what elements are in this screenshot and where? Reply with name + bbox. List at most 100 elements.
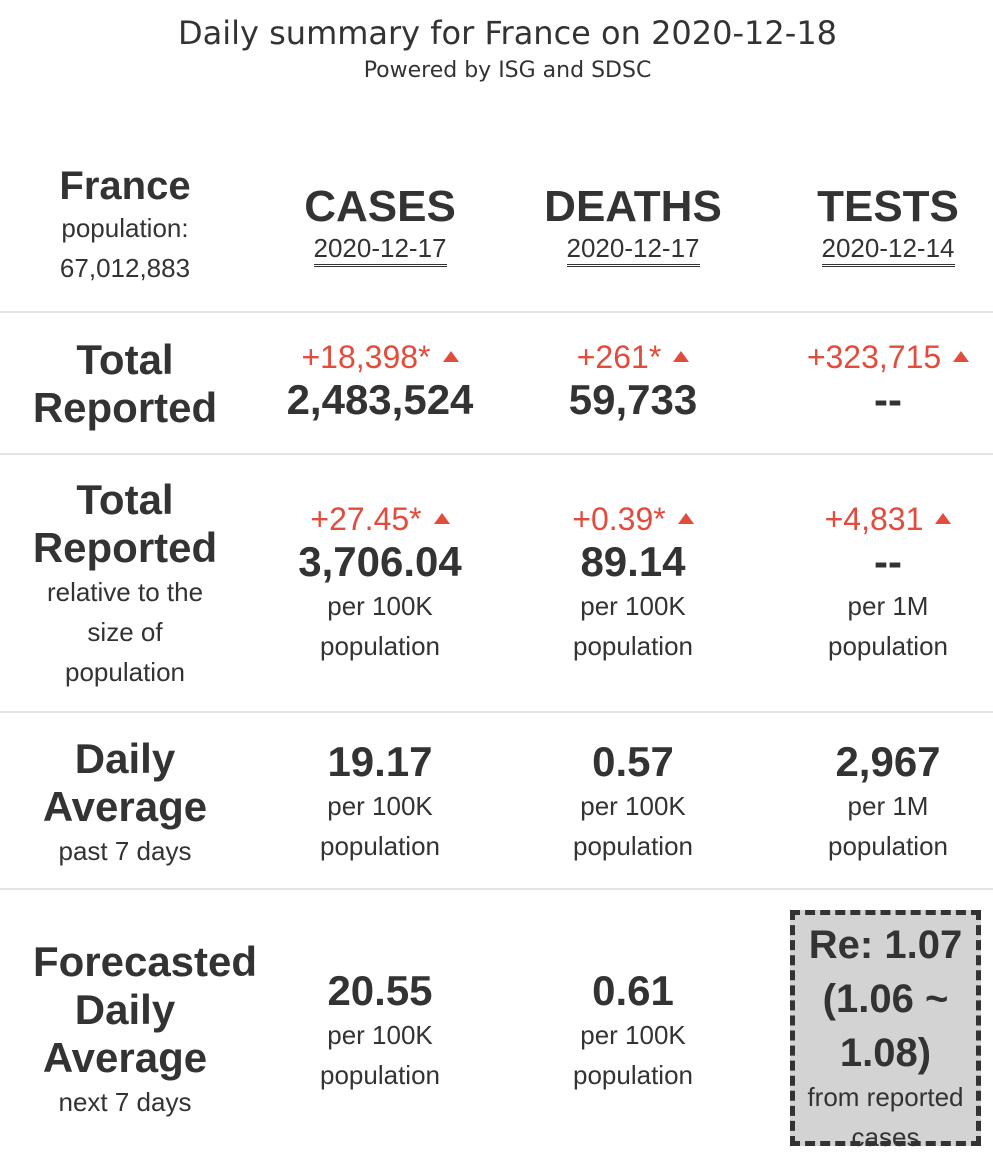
relative-value: 3,706.04: [298, 538, 462, 585]
change-text: +4,831: [824, 501, 924, 537]
row-sublabel: past 7 days: [58, 836, 192, 866]
row-total-reported: [0, 311, 993, 455]
unit-text: population: [320, 631, 440, 661]
row-label-daily-average: Daily Average past 7 days: [0, 735, 250, 871]
column-header-cases: CASES 2020-12-17: [255, 182, 505, 267]
average-value: 19.17: [327, 738, 433, 785]
country-name: France: [59, 164, 191, 208]
page-title: Daily summary for France on 2020-12-18: [177, 14, 838, 52]
cell-tests-total: +323,715 --: [763, 338, 993, 424]
row-label-line: Total: [76, 476, 174, 523]
unit-text: population: [828, 831, 948, 861]
change-value: +27.45*: [255, 500, 505, 538]
column-date: 2020-12-17: [313, 232, 447, 267]
total-value: --: [874, 376, 902, 423]
unit-text: per 100K: [580, 1020, 686, 1050]
change-value: +18,398*: [255, 338, 505, 376]
population-label: population:: [61, 213, 189, 243]
triangle-up-icon: [677, 513, 694, 524]
change-value: +323,715: [763, 338, 993, 376]
unit-text: per 1M: [847, 591, 929, 621]
re-range-line: (1.06 ~: [822, 977, 949, 1021]
triangle-up-icon: [673, 351, 690, 362]
row-label-line: Reported: [32, 384, 218, 431]
column-date: 2020-12-14: [821, 232, 955, 267]
row-label-line: Daily: [74, 735, 176, 782]
average-value: 0.57: [592, 738, 674, 785]
cell-tests-daily-average: 2,967 per 1M population: [763, 738, 993, 866]
column-label: TESTS: [817, 182, 959, 231]
re-value: Re: 1.07: [808, 923, 963, 967]
row-sublabel: population: [65, 657, 185, 687]
row-sublabel: size of: [87, 617, 163, 647]
column-label: CASES: [304, 182, 456, 231]
cell-deaths-forecast: 0.61 per 100K population: [508, 967, 758, 1095]
column-date: 2020-12-17: [566, 232, 700, 267]
row-label-line: Reported: [32, 524, 218, 571]
cell-cases-relative: +27.45* 3,706.04 per 100K population: [255, 500, 505, 666]
cell-cases-daily-average: 19.17 per 100K population: [255, 738, 505, 866]
re-source-line: from reported: [807, 1082, 964, 1112]
row-label-total-reported: Total Reported: [0, 336, 250, 432]
re-range-line: 1.08): [839, 1031, 932, 1075]
row-label-line: Average: [42, 1034, 208, 1081]
country-info: France population: 67,012,883: [0, 164, 250, 288]
population-value: 67,012,883: [59, 253, 191, 283]
change-value: +0.39*: [508, 500, 758, 538]
re-source-line: cases: [851, 1122, 920, 1152]
row-sublabel: next 7 days: [58, 1087, 192, 1117]
change-text: +18,398*: [301, 339, 431, 375]
row-forecast: [0, 888, 993, 1160]
unit-text: population: [573, 831, 693, 861]
unit-text: per 100K: [580, 791, 686, 821]
change-value: +4,831: [763, 500, 993, 538]
relative-value: --: [874, 538, 902, 585]
cell-cases-total: +18,398* 2,483,524: [255, 338, 505, 424]
row-sublabel: relative to the: [46, 577, 204, 607]
triangle-up-icon: [433, 513, 450, 524]
cell-cases-forecast: 20.55 per 100K population: [255, 967, 505, 1095]
re-estimate-box: Re: 1.07 (1.06 ~ 1.08) from reported cas…: [790, 910, 981, 1152]
row-label-total-relative: Total Reported relative to the size of p…: [0, 476, 250, 692]
change-text: +261*: [576, 339, 662, 375]
column-header-tests: TESTS 2020-12-14: [763, 182, 993, 267]
column-label: DEATHS: [544, 182, 722, 231]
forecast-value: 20.55: [327, 967, 433, 1014]
page-subtitle: Powered by ISG and SDSC: [363, 58, 652, 83]
row-daily-average: [0, 711, 993, 890]
unit-text: per 100K: [327, 591, 433, 621]
unit-text: population: [828, 631, 948, 661]
unit-text: population: [573, 631, 693, 661]
cell-deaths-relative: +0.39* 89.14 per 100K population: [508, 500, 758, 666]
unit-text: per 1M: [847, 791, 929, 821]
change-text: +323,715: [806, 339, 942, 375]
triangle-up-icon: [935, 513, 952, 524]
change-text: +27.45*: [310, 501, 422, 537]
triangle-up-icon: [953, 351, 970, 362]
row-label-line: Daily: [74, 986, 176, 1033]
column-header-deaths: DEATHS 2020-12-17: [508, 182, 758, 267]
average-value: 2,967: [835, 738, 941, 785]
unit-text: population: [320, 1060, 440, 1090]
row-label-line: Forecasted: [32, 938, 258, 985]
row-label-forecast-rest: Daily Average next 7 days: [0, 986, 250, 1122]
unit-text: per 100K: [580, 591, 686, 621]
relative-value: 89.14: [580, 538, 686, 585]
total-value: 2,483,524: [286, 376, 474, 423]
unit-text: per 100K: [327, 1020, 433, 1050]
total-value: 59,733: [568, 376, 698, 423]
row-label-line: Average: [42, 783, 208, 830]
row-label-line: Total: [76, 336, 174, 383]
unit-text: population: [320, 831, 440, 861]
forecast-value: 0.61: [592, 967, 674, 1014]
cell-deaths-total: +261* 59,733: [508, 338, 758, 424]
row-label-forecast: Forecasted: [20, 938, 270, 986]
triangle-up-icon: [442, 351, 459, 362]
unit-text: population: [573, 1060, 693, 1090]
unit-text: per 100K: [327, 791, 433, 821]
cell-deaths-daily-average: 0.57 per 100K population: [508, 738, 758, 866]
change-value: +261*: [508, 338, 758, 376]
change-text: +0.39*: [572, 501, 666, 537]
row-total-relative: [0, 453, 993, 713]
cell-tests-relative: +4,831 -- per 1M population: [763, 500, 993, 666]
